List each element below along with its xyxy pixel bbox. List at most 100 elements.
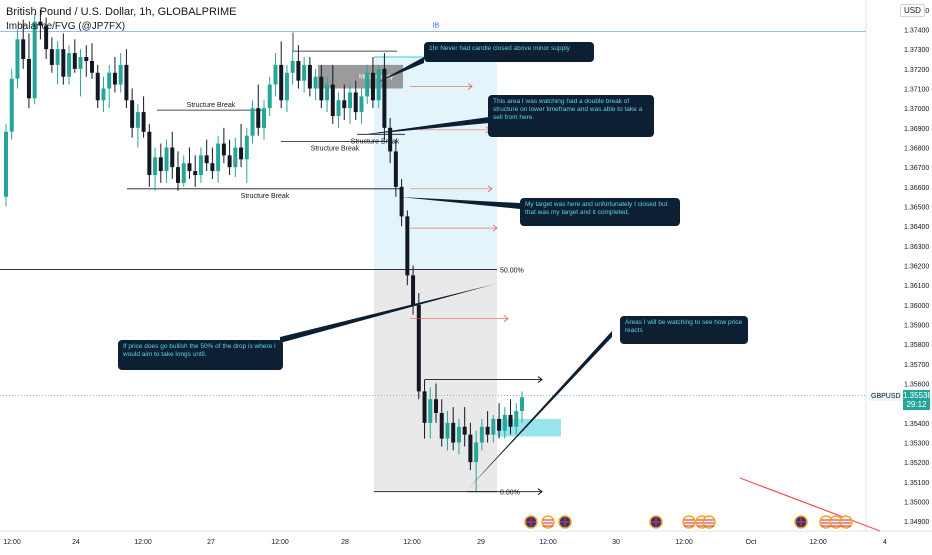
uk-flag-icon[interactable] [649,515,663,529]
uk-flag-icon[interactable] [524,515,538,529]
candle-body [112,72,117,85]
candle-body [485,426,490,435]
uk-flag-icon[interactable] [558,515,572,529]
candle-body [90,60,94,73]
candle-body [267,84,272,109]
candle-body [359,96,364,113]
candle-body [416,304,421,392]
candle-body [198,155,203,176]
y-tick-label: 1.37100 [904,87,929,94]
x-tick-label: 12:00 [675,539,693,546]
candle-body [388,127,393,152]
us-flag-icon[interactable] [682,515,696,529]
price-tag-symbol: GBPUSD [869,392,903,401]
candle-body [514,411,519,427]
callout-pointer [378,57,424,82]
candle-body [497,418,502,431]
annotation-textbox: My target was here and unfortunately I c… [525,201,668,216]
fib-50-label: 50.00% [500,267,524,274]
candle-body [44,25,49,50]
candle-body [508,414,513,427]
currency-badge[interactable]: USD [900,4,925,17]
candle-body [405,216,410,276]
candle-body [336,100,341,117]
y-tick-label: 1.35000 [904,500,929,507]
ib-label: IB [433,22,440,29]
price-tag-countdown: 29:12 [906,400,927,409]
candle-body [474,442,479,463]
callout-pointer [468,331,612,489]
y-tick-label: 1.36900 [904,126,929,133]
x-tick-label: 12:00 [539,539,557,546]
y-tick-label: 1.35800 [904,342,929,349]
candle-body [49,49,54,65]
y-tick-label: 1.37400 [904,28,929,35]
structure-break-label: Structure Break [241,193,290,200]
y-tick-label: 1.36400 [904,224,929,231]
candle-body [502,414,507,431]
price-axis-bg [866,0,932,550]
candle-body [141,112,146,132]
fib-lower-zone [374,269,497,492]
demand-zone-box [497,418,561,437]
candle-body [221,143,226,156]
x-tick-label: 4 [883,539,887,546]
y-tick-label: 1.37300 [904,47,929,54]
indicator-label[interactable]: Imbalance/FVG (@JP7FX) [6,21,126,32]
minor-supply-label: Minor supply [359,75,393,81]
x-tick-label: Oct [746,539,757,546]
candle-body [55,49,60,65]
price-tag-value: 1.35538 29:12 [903,390,932,410]
candle-body [21,39,26,59]
candle-body [456,426,461,443]
annotation-text: My target was here and unfortunately I c… [525,201,668,216]
candle-body [181,163,186,183]
candle-body [26,59,31,99]
price-tag-price: 1.35538 [903,391,932,400]
y-tick-label: 1.36300 [904,244,929,251]
us-flag-icon[interactable] [839,515,853,529]
candle-body [325,84,330,101]
candle-body [491,418,496,435]
candle-body [176,167,180,183]
candle-body [370,72,375,101]
candle-body [147,131,152,176]
candle-body [153,157,158,176]
annotation-text: 1hr Never had candle closed above minor … [429,45,570,52]
projection-arrow-head [503,315,509,322]
x-tick-label: 24 [72,539,80,546]
annotation-box [118,340,283,370]
current-price-tag: GBPUSD 1.35538 29:12 [869,390,932,410]
candle-body [193,171,198,176]
y-tick-label: 1.35300 [904,441,929,448]
structure-break-label: Structure Break [187,102,236,109]
projection-arrow-head [492,224,498,232]
x-tick-label: 12:00 [403,539,421,546]
annotation-textbox: 1hr Never had candle closed above minor … [429,45,570,52]
fib-0-label: 0.00% [500,490,520,497]
candle-body [382,68,387,128]
candle-body [296,60,301,81]
candle-body [107,72,112,89]
x-tick-label: 12:00 [134,539,152,546]
candle-body [158,157,163,172]
candle-body [32,21,37,99]
x-tick-label: 27 [207,539,215,546]
candle-body [422,391,427,423]
annotation-box [620,316,748,344]
annotation-box [424,42,594,62]
candle-body [445,422,450,439]
candle-body [290,60,295,73]
uk-flag-icon[interactable] [794,515,808,529]
y-tick-label: 1.36000 [904,303,929,310]
us-flag-icon[interactable] [702,515,716,529]
annotation-textbox: Areas I will be watching to see how pric… [625,319,742,334]
candle-body [95,72,100,101]
projection-arrow-head [487,185,493,193]
candle-body [124,64,129,101]
us-flag-icon[interactable] [541,515,555,529]
annotation-textbox: This area I was watching had a double br… [493,98,642,121]
candle-body [462,426,467,435]
